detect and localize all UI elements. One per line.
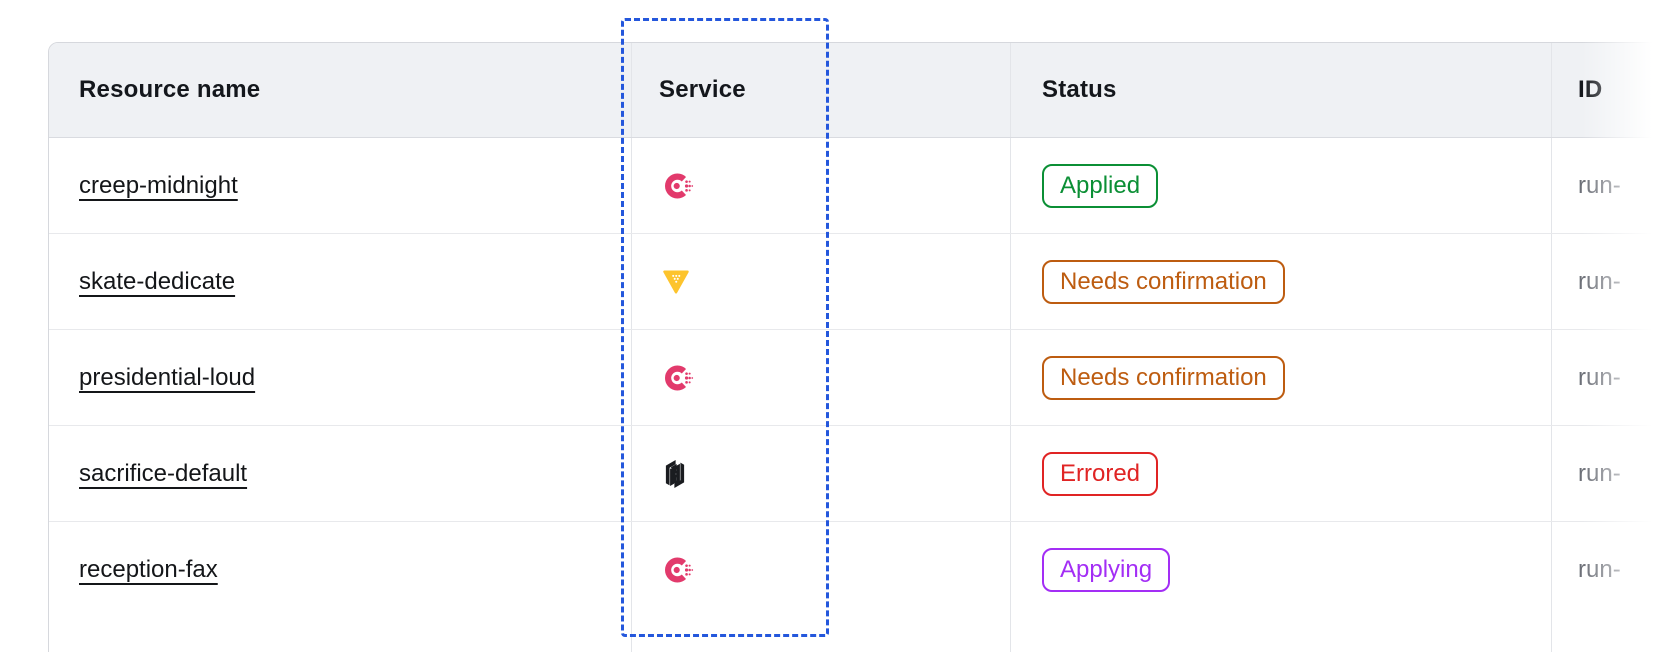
service-cell: [631, 234, 1010, 329]
status-badge: Applied: [1042, 163, 1159, 208]
table-row: reception-fax Applying run-: [49, 522, 1672, 618]
table-row: skate-dedicate Needs confirmation run-: [49, 234, 1672, 330]
table-row-partial: [49, 618, 1672, 652]
status-cell: Needs confirmation: [1010, 234, 1551, 329]
header-resource-name: Resource name: [49, 43, 631, 137]
run-id-text: run-: [1578, 363, 1621, 391]
service-cell: [631, 330, 1010, 425]
service-icon-slot: [659, 554, 699, 586]
table-row: creep-midnight Applied run-: [49, 138, 1672, 234]
status-cell: Errored: [1010, 426, 1551, 521]
id-cell: run-: [1551, 426, 1672, 521]
table-row: presidential-loud Needs confirmation run…: [49, 330, 1672, 426]
service-cell: [631, 138, 1010, 233]
halftone-c-icon: [665, 557, 694, 583]
halftone-c-icon: [665, 173, 694, 198]
partial-service-cell: [631, 618, 1010, 652]
run-id-text: run-: [1578, 556, 1621, 583]
status-badge: Needs confirmation: [1042, 259, 1285, 304]
resources-table: Resource name Service Status ID creep-mi…: [48, 42, 1672, 652]
halftone-c-icon: [665, 365, 694, 390]
run-id-text: run-: [1578, 459, 1621, 487]
header-status-label: Status: [1042, 76, 1117, 103]
status-cell: Applying: [1010, 522, 1551, 618]
table-row: sacrifice-default Errored run-: [49, 426, 1672, 522]
header-service-label: Service: [659, 76, 746, 103]
id-cell: run-: [1551, 330, 1672, 425]
status-badge: Applying: [1042, 548, 1171, 592]
resource-cell: presidential-loud: [49, 330, 631, 425]
run-id-text: run-: [1578, 267, 1621, 295]
header-resource-name-label: Resource name: [79, 76, 261, 103]
resource-link[interactable]: reception-fax: [79, 556, 218, 583]
service-icon-slot: [659, 458, 699, 490]
table-header-row: Resource name Service Status ID: [49, 43, 1672, 138]
header-id-label: ID: [1578, 76, 1603, 103]
status-badge: Errored: [1042, 451, 1159, 496]
status-badge: Needs confirmation: [1042, 355, 1285, 400]
hashicorp-icon: [665, 459, 685, 488]
resource-link[interactable]: creep-midnight: [79, 171, 238, 199]
status-cell: Needs confirmation: [1010, 330, 1551, 425]
service-cell: [631, 522, 1010, 618]
service-icon-slot: [659, 170, 699, 202]
service-cell: [631, 426, 1010, 521]
service-icon-slot: [659, 266, 699, 298]
header-id: ID: [1551, 43, 1672, 137]
partial-id-cell: [1551, 618, 1672, 652]
resource-link[interactable]: presidential-loud: [79, 363, 256, 391]
id-cell: run-: [1551, 234, 1672, 329]
resource-cell: skate-dedicate: [49, 234, 631, 329]
id-cell: run-: [1551, 138, 1672, 233]
resource-cell: sacrifice-default: [49, 426, 631, 521]
status-cell: Applied: [1010, 138, 1551, 233]
resource-cell: reception-fax: [49, 522, 631, 618]
header-service: Service: [631, 43, 1010, 137]
run-id-text: run-: [1578, 171, 1621, 199]
header-status: Status: [1010, 43, 1551, 137]
resource-link[interactable]: skate-dedicate: [79, 267, 236, 295]
service-icon-slot: [659, 362, 699, 394]
resource-link[interactable]: sacrifice-default: [79, 459, 248, 487]
halftone-triangle-icon: [663, 269, 689, 294]
id-cell: run-: [1551, 522, 1672, 618]
resource-cell: creep-midnight: [49, 138, 631, 233]
partial-status-cell: [1010, 618, 1551, 652]
partial-resource-cell: [49, 618, 631, 652]
